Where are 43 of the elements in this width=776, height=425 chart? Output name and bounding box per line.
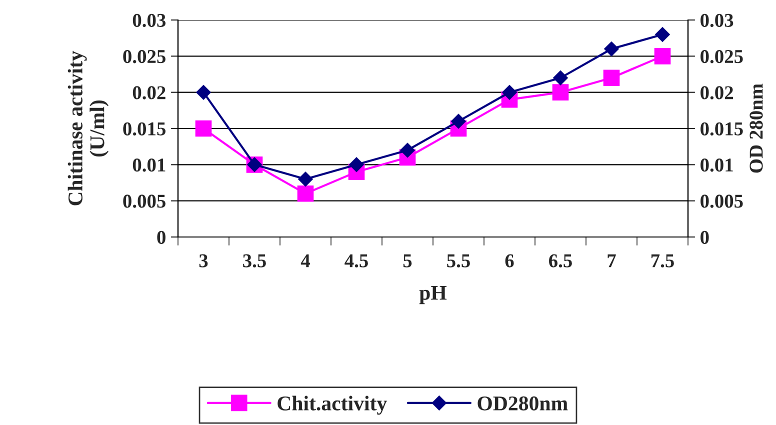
point [400, 142, 415, 158]
legend-label: Chit.activity [278, 396, 387, 415]
y-tick-label: 0 [157, 230, 166, 244]
y2-tick-label: 0.015 [700, 122, 743, 136]
x-tick-label: 6 [505, 254, 514, 268]
x-axis-title: pH [419, 286, 447, 304]
y2-axis-title: OD 280nm [750, 84, 763, 173]
point [552, 84, 569, 100]
y2-tick-label: 0.005 [700, 194, 743, 208]
x-tick-label: 5.5 [447, 254, 470, 268]
y2-tick-label: 0.01 [700, 158, 733, 172]
point [298, 172, 313, 187]
x-tick-label: 3 [199, 254, 208, 268]
y-tick-label: 0.02 [132, 86, 166, 100]
point [195, 120, 212, 137]
x-tick-label: 7 [608, 254, 616, 268]
point [654, 48, 671, 64]
y-tick-label: 0.025 [123, 50, 166, 64]
legend-label: OD280nm [478, 396, 568, 410]
point [349, 157, 364, 172]
x-tick-label: 3.5 [243, 254, 266, 268]
point [196, 84, 211, 100]
y2-tick-label: 0 [700, 230, 709, 244]
y2-tick-label: 0.03 [700, 14, 734, 28]
y2-tick-label: 0.02 [700, 86, 733, 100]
x-tick-label: 6.5 [549, 254, 572, 268]
y-tick-label: 0.005 [123, 194, 166, 208]
x-tick-label: 5 [403, 254, 412, 268]
y-tick-label: 0.01 [132, 158, 166, 172]
x-tick-label: 4.5 [344, 254, 368, 268]
y2-tick-label: 0.025 [700, 50, 743, 64]
point [451, 114, 466, 129]
y-axis-title: Chitinase activity (U/ml) [68, 50, 109, 206]
point [603, 70, 620, 86]
point [297, 185, 314, 202]
y-tick-label: 0.015 [123, 122, 166, 136]
y-tick-label: 0.03 [132, 14, 166, 28]
point [502, 84, 517, 100]
x-tick-label: 7.5 [651, 254, 674, 268]
point [655, 27, 670, 42]
x-tick-label: 4 [300, 254, 310, 268]
point [604, 42, 619, 56]
point [553, 70, 568, 86]
